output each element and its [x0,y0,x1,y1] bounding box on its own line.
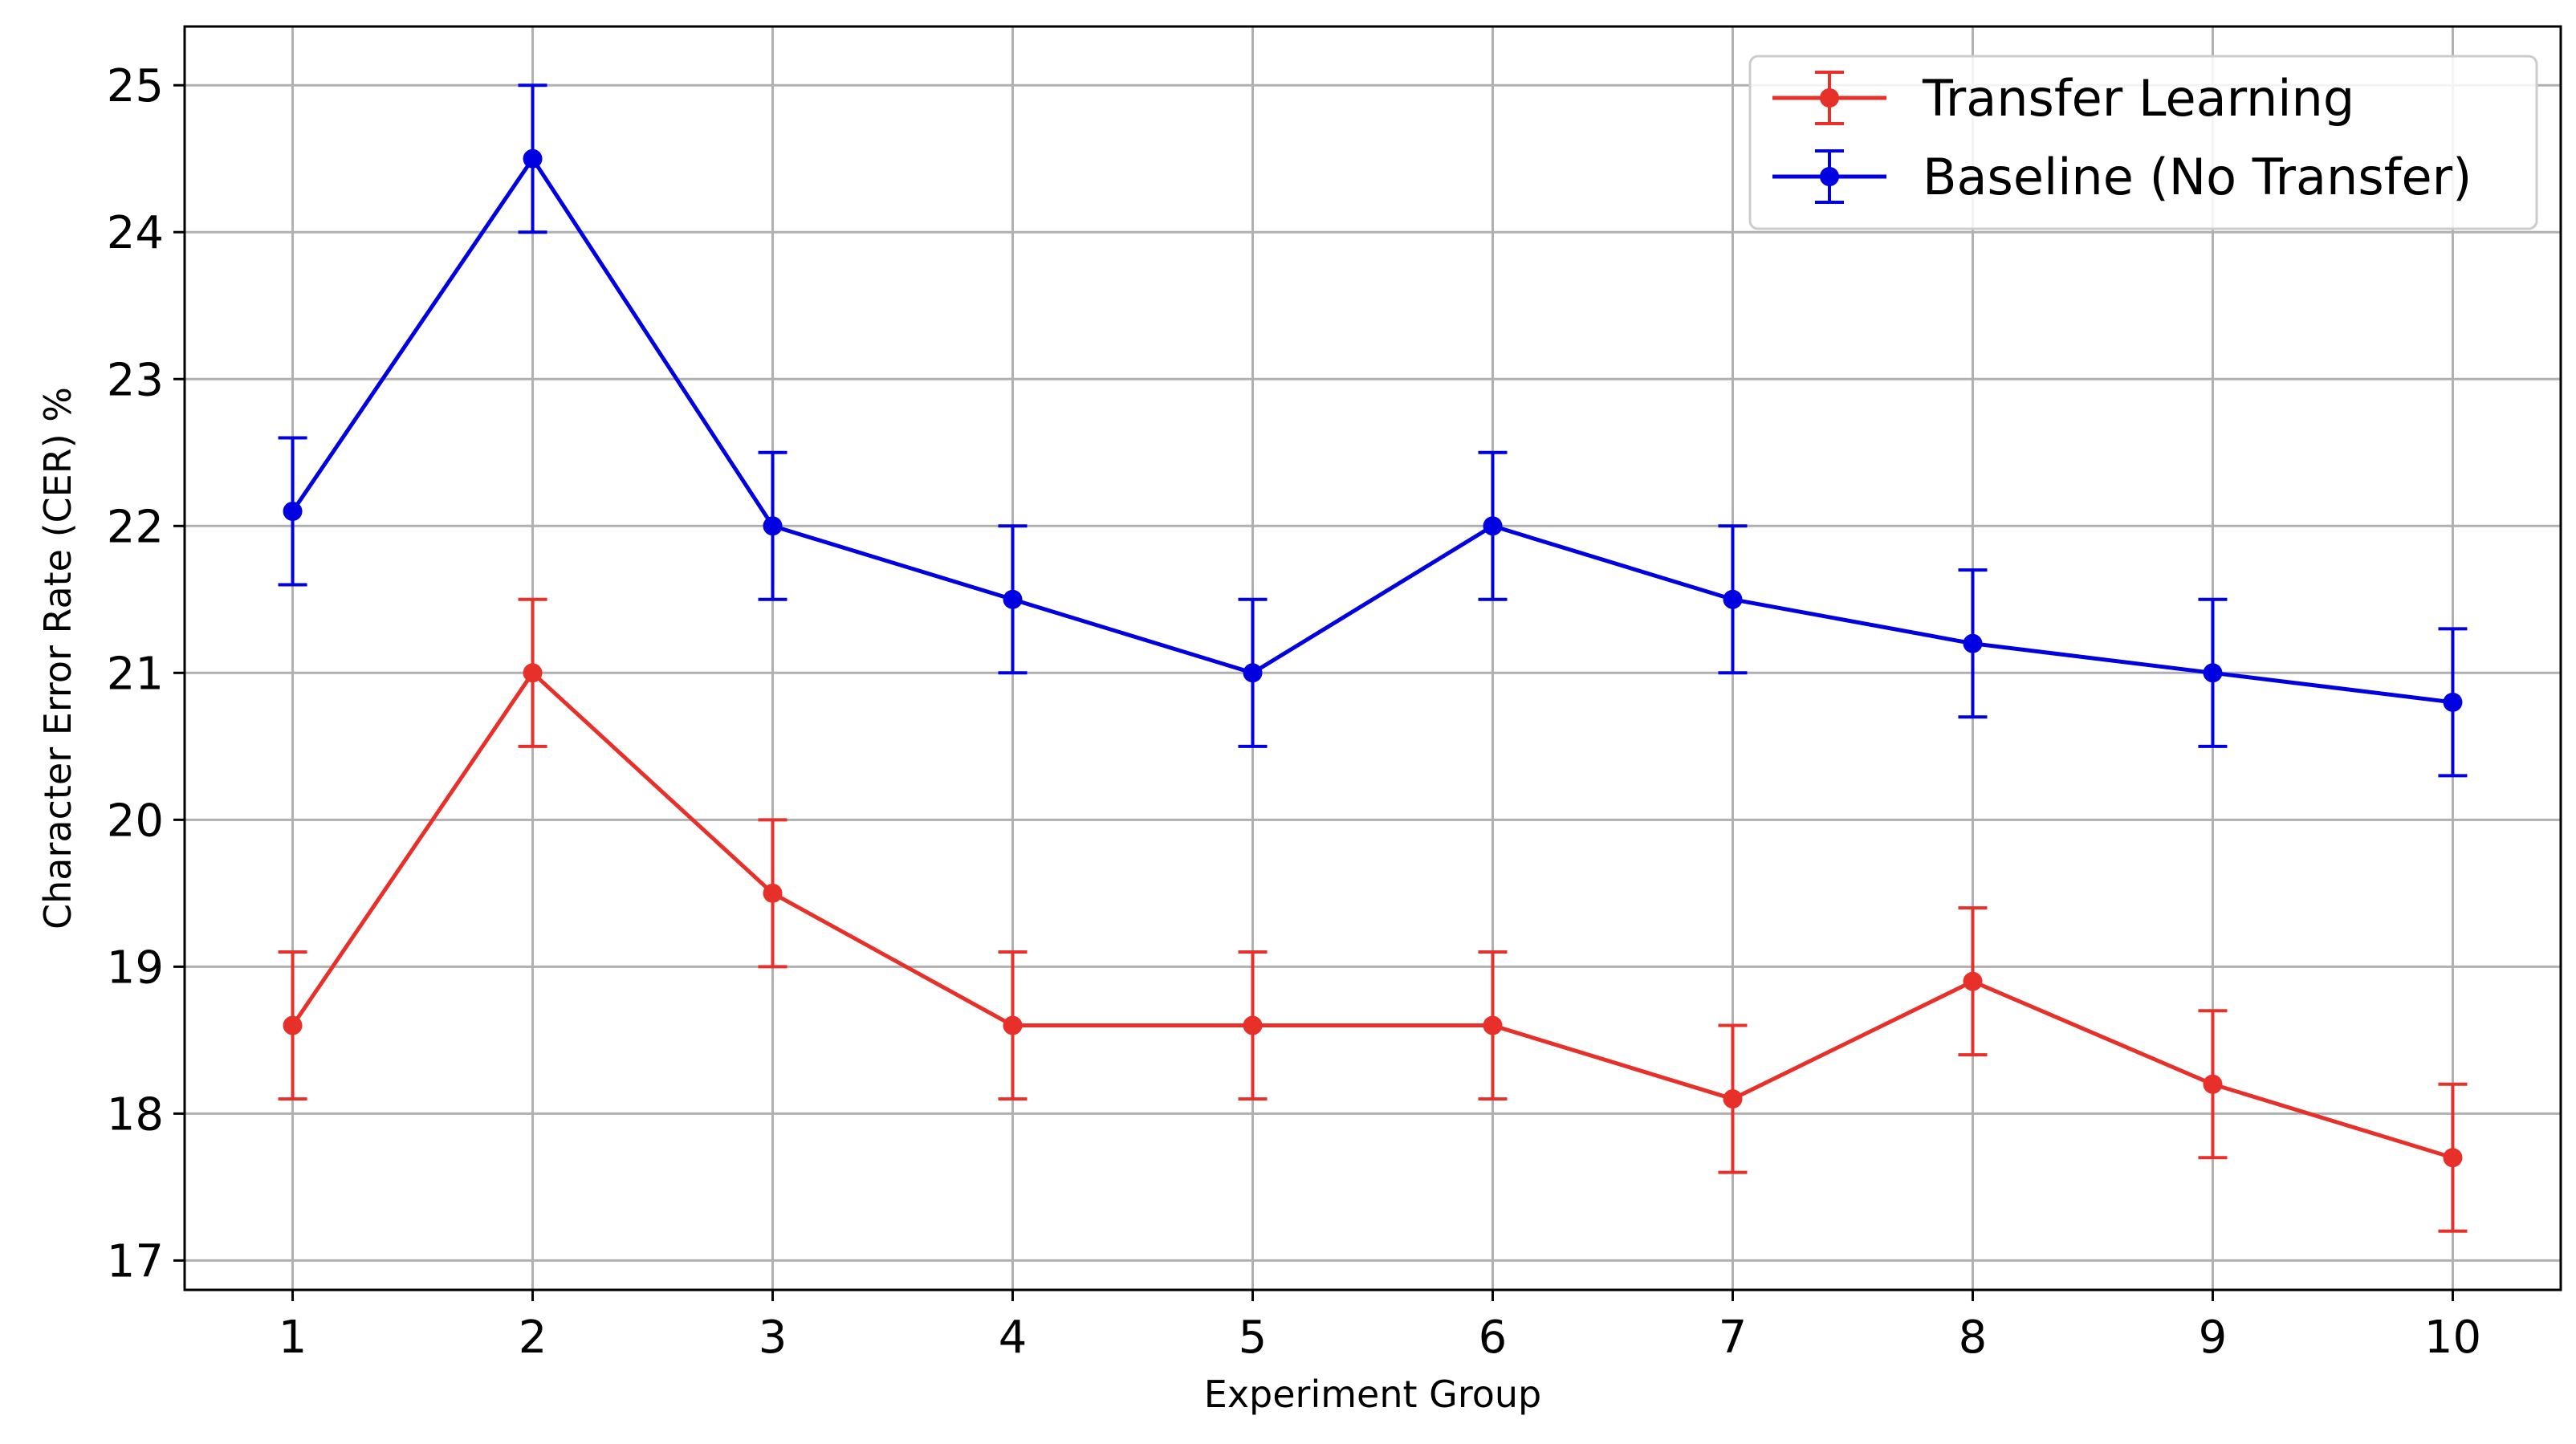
data-point [283,501,303,521]
x-tick-label: 6 [1479,1312,1508,1364]
y-tick-label: 25 [107,60,164,112]
data-point [1483,1015,1503,1035]
x-tick-label: 7 [1719,1312,1748,1364]
data-point [1483,516,1503,536]
legend-item: Baseline (No Transfer) [1772,148,2472,206]
data-point [2443,1148,2463,1168]
x-tick-label: 9 [2199,1312,2228,1364]
data-point [523,663,543,683]
data-point [2203,663,2223,683]
data-point [1723,1089,1743,1109]
series-baseline [278,83,2468,778]
x-tick-label: 3 [759,1312,787,1364]
series-line [291,157,2453,705]
x-axis-label: Experiment Group [1204,1373,1541,1416]
legend-label: Transfer Learning [1922,69,2354,128]
data-point [1963,971,1983,991]
y-tick-label: 17 [107,1235,164,1287]
data-point [1243,1015,1263,1035]
x-tick-label: 5 [1239,1312,1268,1364]
data-point [523,148,543,169]
x-tick-label: 2 [519,1312,547,1364]
x-tick-label: 4 [999,1312,1028,1364]
data-point [1723,589,1743,609]
y-tick-label: 19 [107,942,164,994]
y-tick-label: 22 [107,501,164,553]
data-point [763,516,783,536]
legend-marker [1820,88,1839,108]
data-point [2203,1074,2223,1094]
legend-label: Baseline (No Transfer) [1923,148,2472,206]
series-line [291,670,2454,1160]
y-tick-label: 20 [107,795,164,847]
x-tick-label: 10 [2424,1312,2481,1364]
y-tick-label: 23 [107,354,164,406]
x-tick-label: 8 [1959,1312,1988,1364]
legend-box [1748,55,2538,230]
legend-marker [1820,167,1839,186]
data-point [283,1015,303,1035]
y-tick-label: 18 [107,1088,164,1141]
data-point [1963,633,1983,653]
legend: Transfer Learning Baseline (No Transfer) [1748,55,2538,230]
data-point [763,883,783,903]
y-axis-label: Character Error Rate (CER) % [36,387,79,929]
data-point [2443,692,2463,712]
y-tick-label: 24 [107,207,164,259]
data-point [1003,589,1023,609]
series-layer [278,83,2468,1233]
plot-area-frame [183,25,2562,1291]
data-point [1243,663,1263,683]
x-tick-label: 1 [279,1312,307,1364]
data-point [1003,1015,1023,1035]
series-transfer-learning [278,597,2468,1233]
y-tick-label: 21 [107,648,164,700]
legend-item: Transfer Learning [1772,69,2354,128]
